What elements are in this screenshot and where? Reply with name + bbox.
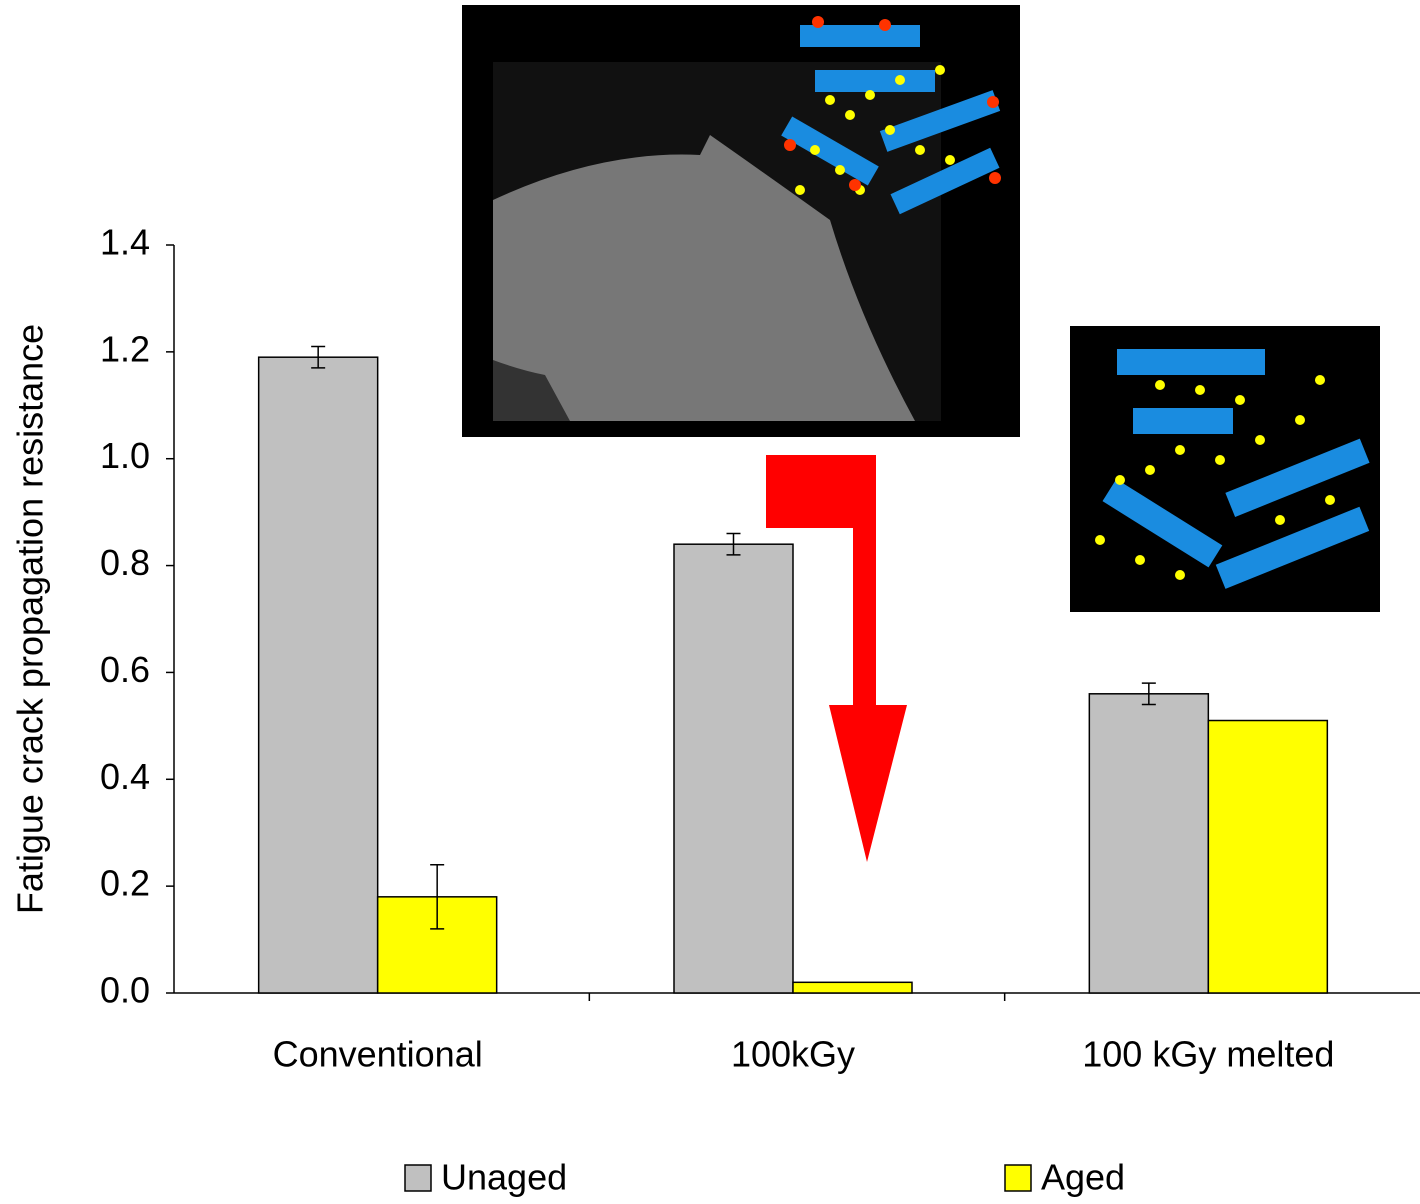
x-tick-label: 100 kGy melted [1082,1034,1334,1075]
page: {"chart_data": {"type": "bar", "y_label"… [0,0,1420,1204]
y-tick-label: 1.0 [100,435,150,476]
y-tick-label: 0.2 [100,863,150,904]
inset-diagram [1070,326,1380,612]
legend-swatch [1005,1165,1031,1191]
bar [793,982,912,993]
legend-label: Aged [1041,1157,1125,1198]
y-axis-label: Fatigue crack propagation resistance [10,324,51,914]
x-tick-label: Conventional [273,1034,483,1075]
y-tick-label: 0.4 [100,756,150,797]
chart: Fatigue crack propagation resistance 0.0… [0,0,1420,1204]
y-tick-label: 0.8 [100,542,150,583]
bar [1089,694,1208,993]
legend-swatch [405,1165,431,1191]
inset-photo [462,5,1020,437]
bar [1208,721,1327,993]
bar [674,544,793,993]
legend-label: Unaged [441,1157,567,1198]
bar [259,357,378,993]
y-tick-label: 1.2 [100,328,150,369]
y-tick-label: 0.6 [100,649,150,690]
y-tick-label: 0.0 [100,970,150,1011]
y-tick-label: 1.4 [100,222,150,263]
x-tick-label: 100kGy [731,1034,855,1075]
